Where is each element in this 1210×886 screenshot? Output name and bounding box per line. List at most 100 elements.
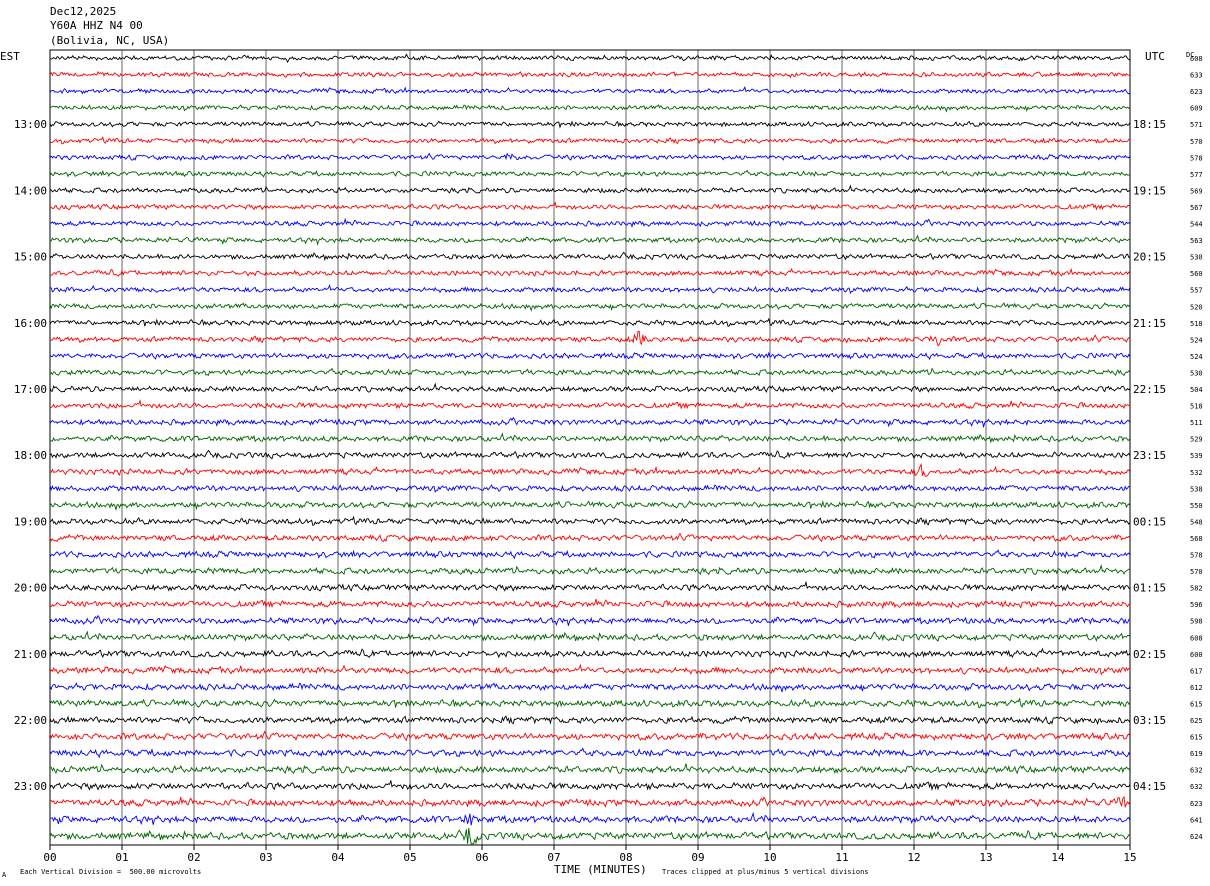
dc-offset-value: 529 — [1190, 436, 1203, 444]
corner-mark: A — [2, 871, 7, 879]
dc-offset-value: 598 — [1190, 618, 1203, 626]
left-hour-label: 21:00 — [14, 648, 47, 661]
trace-row-29 — [49, 532, 1131, 543]
trace-row-16 — [49, 317, 1131, 327]
dc-offset-value: 608 — [1190, 55, 1203, 63]
dc-offset-value: 633 — [1190, 72, 1203, 80]
right-hour-label: 22:15 — [1133, 383, 1166, 396]
trace-row-11 — [49, 234, 1131, 246]
dc-offset-value: 539 — [1190, 452, 1203, 460]
plot-frame — [49, 49, 1131, 846]
trace-row-3 — [49, 104, 1131, 113]
left-hour-label: 20:00 — [14, 582, 47, 595]
x-tick-label: 12 — [907, 851, 920, 864]
x-tick-label: 04 — [331, 851, 345, 864]
x-tick-label: 09 — [691, 851, 704, 864]
station-location: (Bolivia, NC, USA) — [50, 34, 170, 47]
dc-offset-value: 612 — [1190, 684, 1203, 692]
dc-offset-value: 624 — [1190, 833, 1203, 841]
dc-offset-value: 641 — [1190, 816, 1203, 824]
right-hour-label: 03:15 — [1133, 714, 1166, 727]
dc-offset-value: 569 — [1190, 187, 1203, 195]
trace-row-9 — [49, 201, 1131, 211]
trace-row-26 — [49, 484, 1131, 494]
trace-row-32 — [49, 580, 1131, 592]
x-tick-label: 11 — [835, 851, 848, 864]
right-hour-label: 00:15 — [1133, 515, 1166, 528]
trace-row-19 — [49, 367, 1131, 377]
trace-row-10 — [49, 217, 1131, 228]
left-hour-label: 22:00 — [14, 714, 47, 727]
trace-row-22 — [49, 416, 1131, 429]
left-hour-label: 15:00 — [14, 251, 47, 264]
dc-offset-value: 632 — [1190, 767, 1203, 775]
trace-row-28 — [49, 515, 1131, 526]
left-timezone-label: EST — [0, 50, 20, 63]
dc-offset-value: 609 — [1190, 105, 1203, 113]
trace-row-47 — [49, 827, 1131, 845]
trace-row-43 — [49, 763, 1131, 775]
clip-note: Traces clipped at plus/minus 5 vertical … — [662, 868, 869, 876]
dc-offset-value: 524 — [1190, 353, 1203, 361]
trace-row-17 — [49, 330, 1131, 347]
trace-row-39 — [49, 697, 1131, 709]
left-hour-label: 18:00 — [14, 449, 47, 462]
x-tick-label: 06 — [475, 851, 488, 864]
right-hour-label: 01:15 — [1133, 582, 1166, 595]
x-tick-label: 02 — [187, 851, 200, 864]
dc-offset-value: 548 — [1190, 518, 1203, 526]
trace-row-13 — [49, 267, 1131, 277]
x-tick-label: 03 — [259, 851, 272, 864]
left-hour-label: 16:00 — [14, 317, 47, 330]
trace-row-40 — [49, 715, 1131, 726]
x-tick-label: 08 — [619, 851, 632, 864]
dc-offset-value: 623 — [1190, 800, 1203, 808]
x-tick-label: 07 — [547, 851, 560, 864]
x-tick-label: 13 — [979, 851, 992, 864]
dc-offset-value: 530 — [1190, 369, 1203, 377]
trace-row-2 — [49, 86, 1131, 95]
trace-row-31 — [49, 563, 1131, 576]
dc-offset-value: 571 — [1190, 121, 1203, 129]
left-hour-label: 19:00 — [14, 515, 47, 528]
dc-offset-value: 538 — [1190, 485, 1203, 493]
dc-offset-value: 582 — [1190, 585, 1203, 593]
right-hour-label: 04:15 — [1133, 780, 1166, 793]
x-tick-label: 01 — [115, 851, 128, 864]
trace-row-37 — [49, 663, 1131, 676]
trace-row-15 — [49, 302, 1131, 312]
left-hour-label: 13:00 — [14, 118, 47, 131]
trace-row-23 — [49, 432, 1131, 444]
left-hour-label: 17:00 — [14, 383, 47, 396]
trace-row-36 — [49, 647, 1131, 659]
x-tick-label: 05 — [403, 851, 416, 864]
trace-row-21 — [49, 399, 1131, 410]
dc-offset-value: 524 — [1190, 336, 1203, 344]
x-tick-label: 15 — [1123, 851, 1136, 864]
dc-offset-value: 518 — [1190, 320, 1203, 328]
dc-offset-value: 570 — [1190, 568, 1203, 576]
dc-offset-value: 544 — [1190, 221, 1203, 229]
dc-offset-value: 617 — [1190, 667, 1203, 675]
x-tick-label: 00 — [43, 851, 56, 864]
right-hour-label: 20:15 — [1133, 251, 1166, 264]
dc-offset-value: 563 — [1190, 237, 1203, 245]
trace-row-7 — [49, 169, 1131, 178]
dc-offset-value: 608 — [1190, 634, 1203, 642]
trace-row-5 — [49, 136, 1131, 145]
trace-row-42 — [49, 747, 1131, 759]
dc-offset-value: 518 — [1190, 403, 1203, 411]
trace-row-33 — [49, 598, 1131, 610]
dc-offset-value: 615 — [1190, 700, 1203, 708]
trace-row-45 — [49, 795, 1131, 809]
trace-row-44 — [49, 780, 1131, 792]
dc-offset-value: 596 — [1190, 601, 1203, 609]
trace-row-14 — [49, 283, 1131, 294]
right-hour-label: 19:15 — [1133, 184, 1166, 197]
left-hour-label: 23:00 — [14, 780, 47, 793]
trace-row-34 — [49, 614, 1131, 627]
trace-row-24 — [49, 449, 1131, 460]
dc-offset-value: 625 — [1190, 717, 1203, 725]
trace-row-6 — [49, 152, 1131, 162]
dc-offset-value: 520 — [1190, 303, 1203, 311]
